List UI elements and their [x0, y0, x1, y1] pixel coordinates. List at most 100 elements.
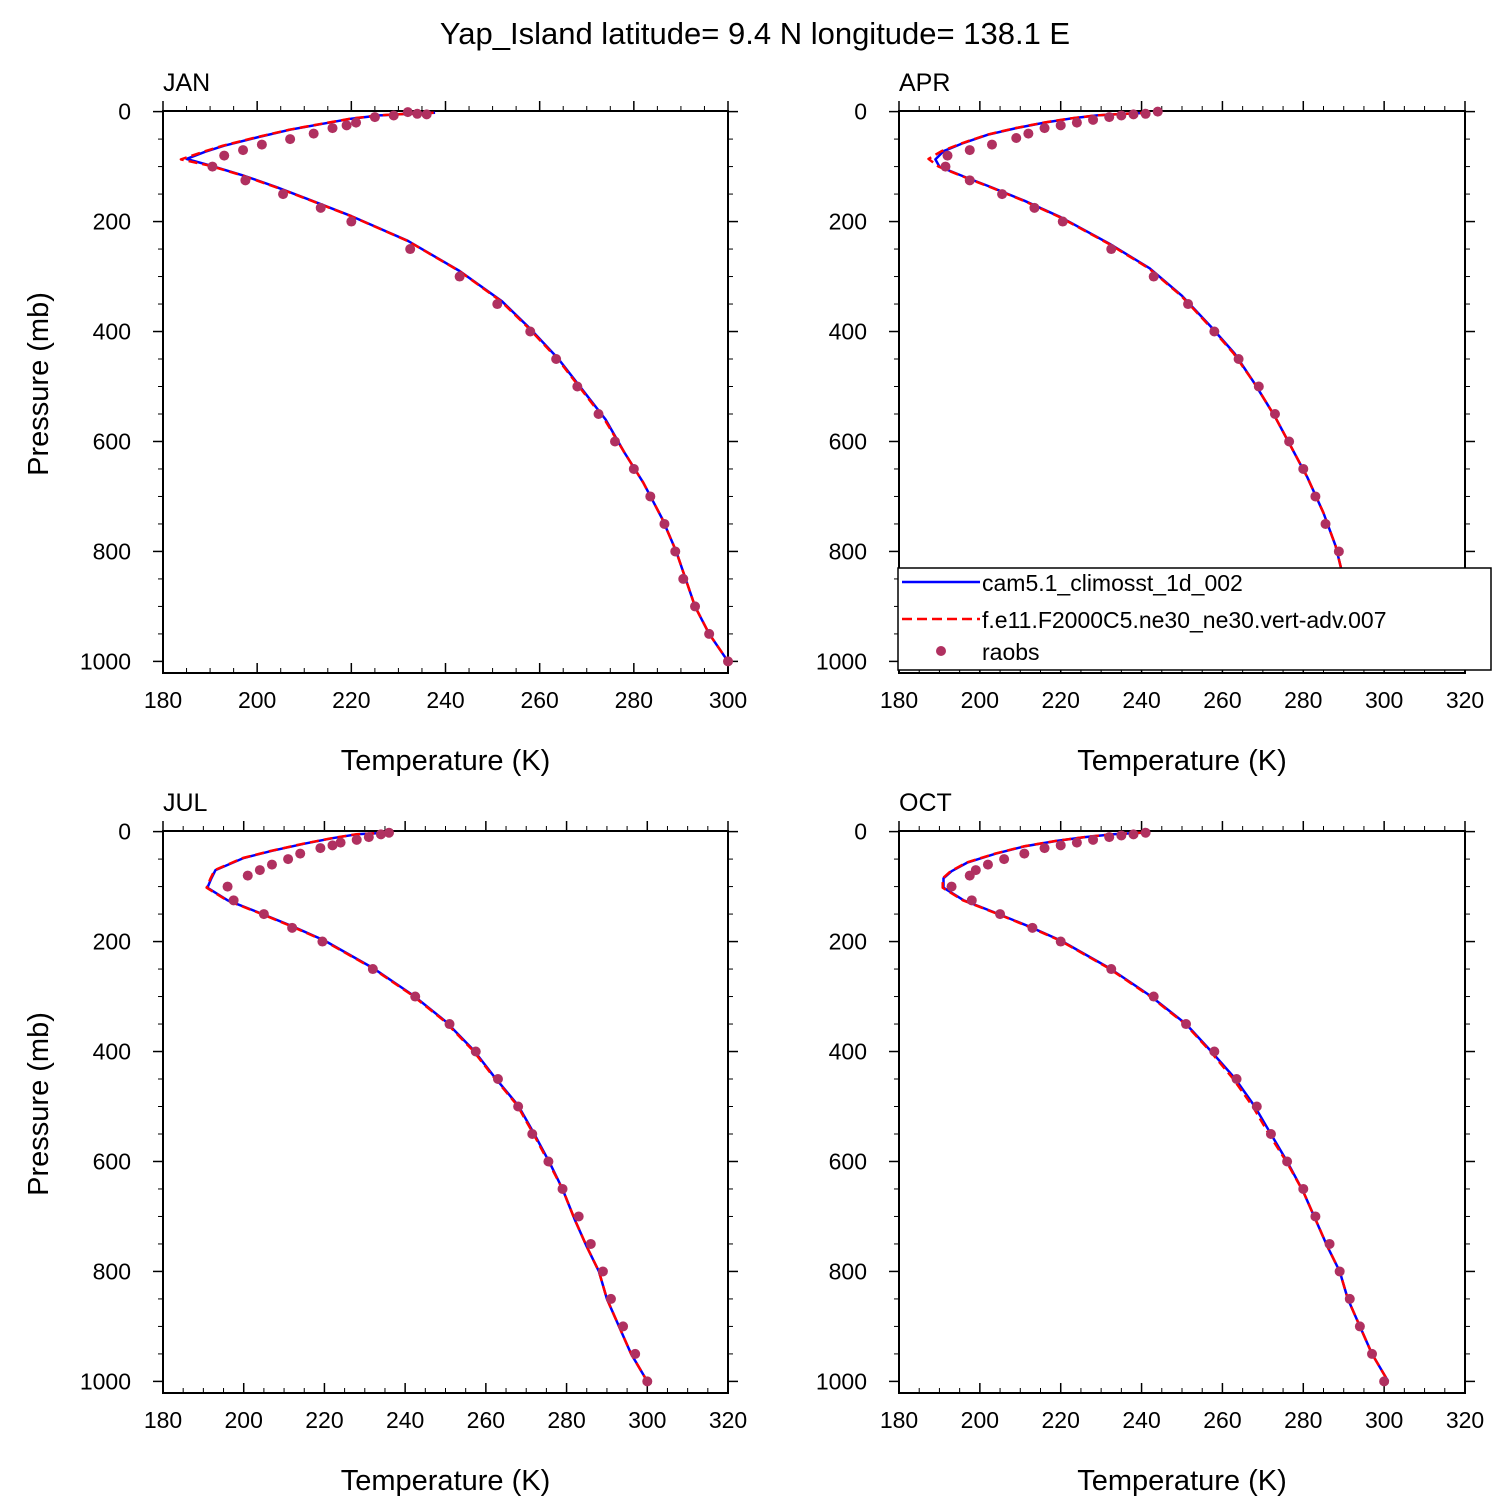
raobs-point: [1140, 827, 1151, 838]
raobs-point: [690, 601, 701, 612]
y-tick-label: 200: [93, 929, 131, 955]
raobs-point: [1251, 1101, 1262, 1112]
legend-label-model2: f.e11.F2000C5.ne30_ne30.vert-adv.007: [982, 607, 1387, 633]
y-tick-label: 1000: [80, 648, 131, 674]
raobs-point: [557, 1183, 568, 1194]
x-tick-label: 280: [615, 687, 653, 713]
raobs-point: [551, 354, 562, 365]
raobs-point: [1071, 117, 1082, 128]
raobs-point: [317, 936, 328, 947]
panel-jul: JUL 180 200 220 240 260 280 300 320 0 200 400 600 800…: [23, 789, 747, 1497]
series-line-cam5: [185, 111, 730, 663]
raobs-point: [940, 161, 951, 172]
raobs-point: [1104, 112, 1115, 123]
raobs-point: [946, 881, 957, 892]
raobs-point: [995, 909, 1006, 920]
raobs-point: [645, 491, 656, 502]
raobs-point: [942, 150, 953, 161]
y-tick-label: 200: [93, 209, 131, 235]
y-tick-label: 200: [829, 209, 867, 235]
raobs-point: [1152, 106, 1163, 117]
raobs-point: [966, 895, 977, 906]
x-tick-label: 240: [1122, 1407, 1160, 1433]
raobs-point: [670, 546, 681, 557]
raobs-point: [421, 109, 432, 120]
raobs-point: [1088, 114, 1099, 125]
raobs-point: [605, 1293, 616, 1304]
raobs-point: [1265, 1128, 1276, 1139]
raobs-point: [369, 112, 380, 123]
x-tick-label: 260: [520, 687, 558, 713]
legend-box: [897, 567, 1492, 671]
raobs-point: [513, 1101, 524, 1112]
y-tick-label: 400: [829, 1039, 867, 1065]
x-tick-label: 320: [1446, 687, 1484, 713]
x-tick-label: 300: [1365, 1407, 1403, 1433]
raobs-point: [412, 108, 423, 119]
raobs-point: [964, 145, 975, 156]
x-tick-label: 200: [961, 687, 999, 713]
legend: cam5.1_climosst_1d_002 f.e11.F2000C5.ne3…: [897, 567, 1492, 671]
x-tick-label: 200: [225, 1407, 263, 1433]
raobs-point: [315, 202, 326, 213]
raobs-point: [723, 656, 733, 667]
x-tick-label: 300: [1365, 687, 1403, 713]
raobs-point: [1183, 299, 1194, 310]
raobs-point: [593, 408, 604, 419]
raobs-point: [222, 881, 233, 892]
x-tick-label: 220: [305, 1407, 343, 1433]
x-tick-label: 240: [1122, 687, 1160, 713]
raobs-point: [642, 1376, 653, 1387]
raobs-point: [1253, 381, 1264, 392]
raobs-point: [986, 139, 997, 150]
y-tick-label: 800: [93, 1258, 131, 1284]
raobs-point: [999, 854, 1010, 865]
raobs-point: [207, 161, 218, 172]
raobs-point: [1019, 848, 1030, 859]
x-axis-label: Temperature (K): [341, 1465, 551, 1497]
raobs-point: [1367, 1348, 1378, 1359]
y-tick-label: 800: [829, 538, 867, 564]
x-tick-label: 240: [426, 687, 464, 713]
raobs-point: [470, 1046, 481, 1057]
raobs-point: [1284, 436, 1295, 447]
raobs-point: [1055, 936, 1066, 947]
x-tick-label: 220: [332, 687, 370, 713]
y-tick-label: 1000: [816, 1368, 867, 1394]
y-axis-label: Pressure (mb): [23, 1012, 55, 1196]
raobs-point: [351, 834, 362, 845]
y-tick-label: 1000: [80, 1368, 131, 1394]
raobs-point: [283, 854, 294, 865]
x-tick-label: 260: [1203, 1407, 1241, 1433]
raobs-point: [1310, 1211, 1321, 1222]
raobs-point: [1354, 1321, 1365, 1332]
raobs-point: [628, 463, 639, 474]
y-tick-label: 400: [829, 319, 867, 345]
raobs-point: [384, 827, 394, 838]
figure-title: Yap_Island latitude= 9.4 N longitude= 13…: [440, 16, 1070, 51]
x-tick-label: 320: [709, 1407, 747, 1433]
y-axis-label: Pressure (mb): [23, 292, 55, 476]
panel-apr: APR 180 200 220 240 260 280 300 320 0 200 400 600 800…: [816, 69, 1484, 777]
raobs-point: [1116, 110, 1127, 121]
raobs-point: [1148, 991, 1159, 1002]
raobs-point: [964, 175, 975, 186]
raobs-point: [492, 299, 503, 310]
y-tick-label: 600: [829, 428, 867, 454]
raobs-point: [1116, 830, 1127, 841]
x-tick-label: 180: [880, 687, 918, 713]
raobs-point: [228, 895, 239, 906]
raobs-point: [525, 326, 536, 337]
raobs-point: [1039, 843, 1050, 854]
raobs-point: [405, 244, 416, 255]
raobs-point: [315, 843, 326, 854]
raobs-point: [242, 870, 253, 881]
plot-frame: [162, 110, 729, 674]
x-tick-label: 300: [709, 687, 747, 713]
raobs-point: [278, 189, 289, 200]
raobs-point: [597, 1266, 608, 1277]
y-tick-label: 0: [118, 819, 131, 845]
panel-label: OCT: [899, 789, 952, 817]
raobs-point: [1320, 518, 1331, 529]
raobs-point: [287, 922, 298, 933]
